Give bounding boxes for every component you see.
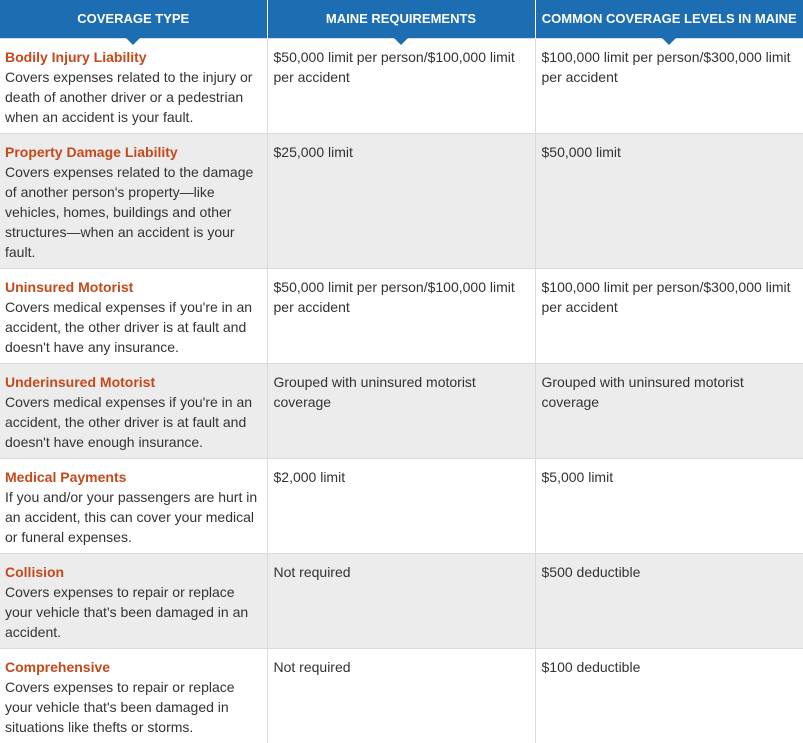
requirement-cell: $50,000 limit per person/$100,000 limit … xyxy=(266,267,535,363)
coverage-description: If you and/or your passengers are hurt i… xyxy=(5,488,258,545)
table-row: Property Damage Liability Covers expense… xyxy=(0,132,803,268)
coverage-description: Covers expenses related to the injury or… xyxy=(5,68,253,125)
header-pointer-arrow xyxy=(126,37,141,45)
header-pointer-arrow xyxy=(394,37,408,45)
coverage-title: Comprehensive xyxy=(5,658,111,675)
coverage-description: Covers expenses related to the damage of… xyxy=(5,163,254,260)
coverage-type-cell: Underinsured Motorist Covers medical exp… xyxy=(0,362,267,458)
common-level-cell: $500 deductible xyxy=(534,552,803,648)
header-coverage-type: COVERAGE TYPE xyxy=(0,0,267,45)
common-level-cell: $100,000 limit per person/$300,000 limit… xyxy=(534,267,803,363)
requirement-cell: $2,000 limit xyxy=(266,457,535,553)
coverage-type-cell: Uninsured Motorist Covers medical expens… xyxy=(0,267,267,363)
coverage-description: Covers medical expenses if you're in an … xyxy=(5,298,253,355)
coverage-type-cell: Property Damage Liability Covers expense… xyxy=(0,132,267,268)
header-common-levels: COMMON COVERAGE LEVELS IN MAINE xyxy=(534,0,803,45)
coverage-description: Covers expenses to repair or replace you… xyxy=(5,583,249,640)
coverage-description: Covers medical expenses if you're in an … xyxy=(5,393,253,450)
common-level-cell: $100 deductible xyxy=(534,647,803,743)
header-label: COMMON COVERAGE LEVELS IN MAINE xyxy=(541,11,797,27)
table-row: Uninsured Motorist Covers medical expens… xyxy=(0,267,803,363)
coverage-type-cell: Comprehensive Covers expenses to repair … xyxy=(0,647,267,743)
header-row: COVERAGE TYPE MAINE REQUIREMENTS COMMON … xyxy=(0,0,803,45)
requirement-cell: Grouped with uninsured motorist coverage xyxy=(266,362,535,458)
requirement-cell: $25,000 limit xyxy=(266,132,535,268)
header-label: COVERAGE TYPE xyxy=(77,11,190,27)
requirement-cell: Not required xyxy=(266,647,535,743)
coverage-title: Uninsured Motorist xyxy=(5,278,134,295)
coverage-type-cell: Medical Payments If you and/or your pass… xyxy=(0,457,267,553)
common-level-cell: Grouped with uninsured motorist coverage xyxy=(534,362,803,458)
common-level-cell: $50,000 limit xyxy=(534,132,803,268)
coverage-type-cell: Bodily Injury Liability Covers expenses … xyxy=(0,37,267,133)
coverage-type-cell: Collision Covers expenses to repair or r… xyxy=(0,552,267,648)
table-row: Medical Payments If you and/or your pass… xyxy=(0,457,803,553)
common-level-cell: $5,000 limit xyxy=(534,457,803,553)
coverage-description: Covers expenses to repair or replace you… xyxy=(5,678,235,735)
table-row: Comprehensive Covers expenses to repair … xyxy=(0,647,803,743)
coverage-title: Collision xyxy=(5,563,65,580)
requirement-cell: Not required xyxy=(266,552,535,648)
coverage-title: Bodily Injury Liability xyxy=(5,48,147,65)
header-pointer-arrow xyxy=(662,37,677,45)
table-row: Collision Covers expenses to repair or r… xyxy=(0,552,803,648)
common-level-cell: $100,000 limit per person/$300,000 limit… xyxy=(534,37,803,133)
requirement-cell: $50,000 limit per person/$100,000 limit … xyxy=(266,37,535,133)
header-maine-requirements: MAINE REQUIREMENTS xyxy=(266,0,535,45)
header-label: MAINE REQUIREMENTS xyxy=(325,11,477,27)
coverage-title: Medical Payments xyxy=(5,468,127,485)
coverage-title: Underinsured Motorist xyxy=(5,373,156,390)
table-row: Underinsured Motorist Covers medical exp… xyxy=(0,362,803,458)
coverage-title: Property Damage Liability xyxy=(5,143,178,160)
table-row: Bodily Injury Liability Covers expenses … xyxy=(0,37,803,133)
